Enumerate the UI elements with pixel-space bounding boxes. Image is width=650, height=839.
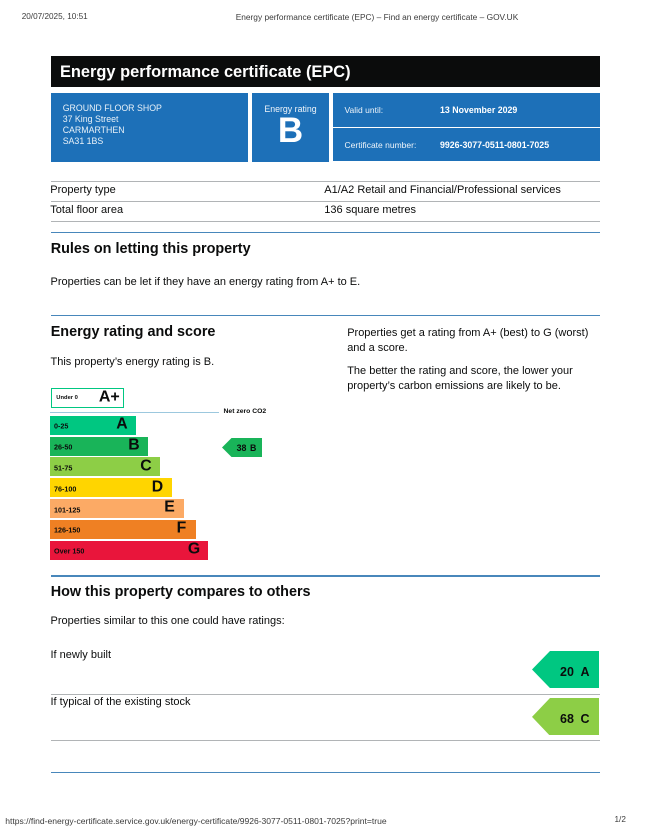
svg-text:20: 20 bbox=[560, 665, 574, 679]
svg-text:C: C bbox=[580, 712, 589, 726]
svg-text:68: 68 bbox=[560, 712, 574, 726]
svg-text:38: 38 bbox=[237, 443, 247, 453]
svg-text:B: B bbox=[250, 443, 256, 453]
svg-text:A: A bbox=[580, 665, 589, 679]
